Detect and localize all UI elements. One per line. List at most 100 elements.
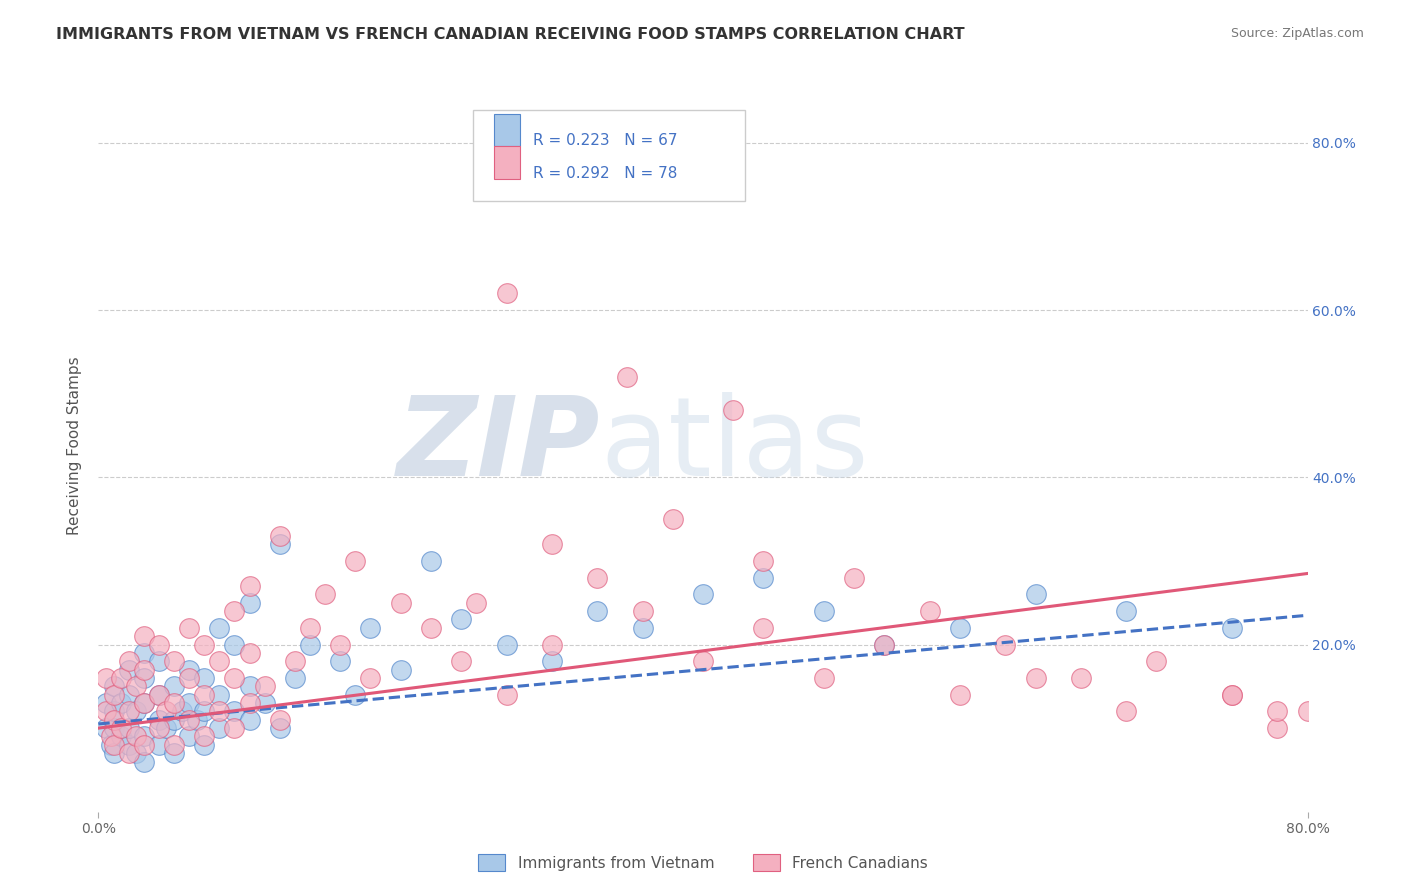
Point bbox=[631, 621, 654, 635]
Point bbox=[1070, 671, 1092, 685]
Point bbox=[163, 654, 186, 668]
FancyBboxPatch shape bbox=[474, 110, 745, 201]
Point bbox=[1024, 587, 1046, 601]
Point bbox=[148, 654, 170, 668]
Point bbox=[208, 621, 231, 635]
Point bbox=[208, 721, 231, 735]
Point bbox=[586, 604, 609, 618]
Point bbox=[132, 696, 155, 710]
Point bbox=[170, 705, 193, 719]
Point bbox=[100, 730, 122, 744]
Point bbox=[132, 663, 155, 677]
Point bbox=[193, 671, 215, 685]
Point bbox=[118, 663, 141, 677]
Point bbox=[110, 696, 132, 710]
Point bbox=[179, 671, 201, 685]
Point bbox=[132, 730, 155, 744]
Point bbox=[540, 654, 562, 668]
Point bbox=[949, 621, 972, 635]
Point bbox=[163, 679, 186, 693]
Point bbox=[994, 638, 1017, 652]
Point bbox=[631, 604, 654, 618]
Text: R = 0.223   N = 67: R = 0.223 N = 67 bbox=[533, 134, 678, 148]
Point bbox=[224, 671, 246, 685]
Point bbox=[873, 638, 896, 652]
Point bbox=[269, 529, 291, 543]
Point bbox=[132, 629, 155, 643]
Point bbox=[118, 705, 141, 719]
Point bbox=[239, 679, 262, 693]
Point bbox=[103, 721, 125, 735]
Point bbox=[193, 688, 215, 702]
Point bbox=[1115, 705, 1137, 719]
Point bbox=[224, 604, 246, 618]
Point bbox=[752, 621, 775, 635]
Bar bbox=[494, 113, 520, 146]
Point bbox=[193, 730, 215, 744]
Point bbox=[284, 671, 307, 685]
Text: atlas: atlas bbox=[600, 392, 869, 500]
Point bbox=[692, 587, 714, 601]
Point bbox=[148, 738, 170, 752]
Point bbox=[132, 696, 155, 710]
Point bbox=[118, 688, 141, 702]
Point bbox=[420, 621, 443, 635]
Point bbox=[179, 730, 201, 744]
Text: Source: ZipAtlas.com: Source: ZipAtlas.com bbox=[1230, 27, 1364, 40]
Point bbox=[1267, 721, 1289, 735]
Point bbox=[269, 537, 291, 551]
Point bbox=[94, 671, 117, 685]
Point bbox=[132, 671, 155, 685]
Point bbox=[360, 621, 382, 635]
Point bbox=[239, 696, 262, 710]
Point bbox=[873, 638, 896, 652]
Point bbox=[163, 696, 186, 710]
Point bbox=[186, 713, 208, 727]
Point bbox=[110, 671, 132, 685]
Point bbox=[110, 721, 132, 735]
Point bbox=[148, 638, 170, 652]
Point bbox=[155, 721, 177, 735]
Point bbox=[239, 596, 262, 610]
Point bbox=[163, 713, 186, 727]
Point bbox=[193, 738, 215, 752]
Point bbox=[208, 688, 231, 702]
Point bbox=[344, 554, 367, 568]
Point bbox=[103, 679, 125, 693]
Point bbox=[193, 638, 215, 652]
Point bbox=[389, 663, 412, 677]
Point bbox=[148, 713, 170, 727]
Point bbox=[540, 537, 562, 551]
Text: R = 0.292   N = 78: R = 0.292 N = 78 bbox=[533, 167, 676, 181]
Point bbox=[163, 738, 186, 752]
Point bbox=[253, 696, 276, 710]
Text: IMMIGRANTS FROM VIETNAM VS FRENCH CANADIAN RECEIVING FOOD STAMPS CORRELATION CHA: IMMIGRANTS FROM VIETNAM VS FRENCH CANADI… bbox=[56, 27, 965, 42]
Point bbox=[239, 646, 262, 660]
Point bbox=[163, 746, 186, 760]
Point bbox=[752, 571, 775, 585]
Point bbox=[918, 604, 941, 618]
Point bbox=[1296, 705, 1319, 719]
Point bbox=[103, 705, 125, 719]
Point bbox=[495, 638, 517, 652]
Point bbox=[224, 705, 246, 719]
Y-axis label: Receiving Food Stamps: Receiving Food Stamps bbox=[67, 357, 83, 535]
Point bbox=[110, 730, 132, 744]
Point bbox=[1220, 688, 1243, 702]
Point bbox=[1024, 671, 1046, 685]
Point bbox=[103, 746, 125, 760]
Point bbox=[299, 638, 322, 652]
Point bbox=[450, 654, 472, 668]
Point bbox=[450, 612, 472, 626]
Point bbox=[239, 713, 262, 727]
Point bbox=[616, 370, 638, 384]
Point bbox=[269, 713, 291, 727]
Point bbox=[94, 721, 117, 735]
Point bbox=[125, 679, 148, 693]
Point bbox=[949, 688, 972, 702]
Point bbox=[586, 571, 609, 585]
Point bbox=[103, 688, 125, 702]
Point bbox=[103, 713, 125, 727]
Point bbox=[1144, 654, 1167, 668]
Point bbox=[299, 621, 322, 635]
